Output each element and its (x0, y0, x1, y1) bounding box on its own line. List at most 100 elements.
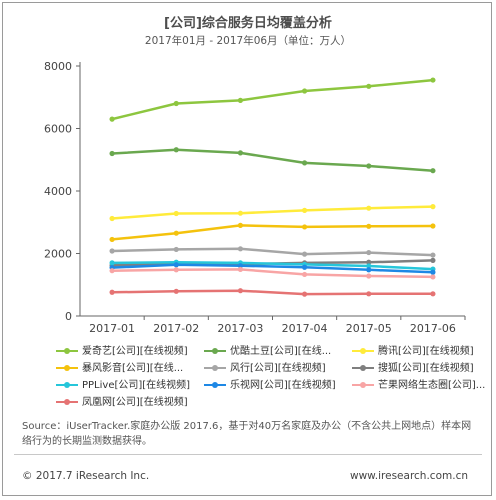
series-point (301, 88, 308, 94)
series-point (237, 246, 244, 252)
series-point (430, 252, 436, 258)
series-point (366, 273, 372, 279)
legend-label: 风行[公司][在线视频] (230, 363, 326, 374)
y-tick-label: 4000 (44, 185, 72, 198)
series-point (237, 97, 244, 103)
series-point (366, 249, 372, 256)
y-tick-label: 2000 (44, 248, 72, 261)
series-point (430, 291, 436, 297)
series-point (173, 147, 179, 153)
series-point (430, 274, 436, 280)
series-point (366, 223, 372, 229)
series-line (112, 289, 433, 296)
legend-item: 芒果网络生态圈[公司]... (352, 379, 485, 393)
legend-swatch (204, 346, 226, 356)
series-line (112, 261, 433, 271)
series-point (237, 288, 244, 294)
series-point (430, 257, 436, 263)
y-tick-label: 0 (65, 310, 72, 323)
x-tick-label: 2017-01 (89, 322, 135, 335)
series-point (430, 223, 436, 229)
series-point (237, 266, 244, 273)
series-point (237, 210, 244, 216)
x-tick-label: 2017-04 (282, 322, 328, 335)
legend-item: 乐视网[公司][在线视频] (204, 379, 336, 393)
series-point (109, 260, 115, 266)
legend-item: PPLive[公司][在线视频] (56, 379, 190, 393)
series-point (430, 168, 436, 174)
y-tick-label: 6000 (44, 123, 72, 136)
legend-swatch (204, 363, 226, 373)
series-point (173, 210, 179, 217)
series-point (301, 291, 308, 297)
series-point (173, 288, 179, 294)
series-point (301, 264, 308, 270)
legend-label: 优酷土豆[公司][在线... (230, 346, 332, 357)
legend-swatch (352, 380, 374, 390)
series-point (173, 230, 179, 236)
legend-label: 暴风影音[公司][在线... (82, 363, 184, 374)
legend-swatch (56, 380, 78, 390)
series-point (173, 100, 179, 107)
series-point (430, 77, 436, 83)
legend-item: 爱奇艺[公司][在线视频] (56, 345, 188, 359)
legend-item: 凤凰网[公司][在线视频] (56, 396, 188, 410)
legend-item: 暴风影音[公司][在线... (56, 362, 183, 376)
legend-label: 搜狐[公司][在线视频] (378, 363, 474, 374)
legend-label: PPLive[公司][在线视频] (82, 380, 191, 391)
legend-swatch (204, 380, 226, 390)
series-point (109, 248, 115, 254)
series-point (237, 263, 244, 269)
series-point (366, 267, 372, 273)
legend-swatch (56, 363, 78, 373)
chart-title: [公司]综合服务日均覆盖分析 (164, 16, 332, 31)
series-point (430, 269, 436, 275)
series-line (112, 247, 433, 257)
series-point (173, 246, 179, 253)
series-point (109, 150, 115, 157)
series-point (109, 268, 115, 274)
copyright-text: © 2017.7 iResearch Inc. (22, 470, 150, 482)
series-point (366, 259, 372, 265)
website-text: www.iresearch.com.cn (349, 470, 468, 482)
series-point (109, 289, 115, 295)
series-point (109, 116, 115, 122)
series-point (173, 262, 179, 268)
legend-swatch (56, 397, 78, 407)
legend-label: 爱奇艺[公司][在线视频] (82, 346, 188, 357)
legend-item: 优酷土豆[公司][在线... (204, 345, 331, 359)
legend-swatch (352, 363, 374, 373)
legend-item: 搜狐[公司][在线视频] (352, 362, 474, 376)
series-point (366, 291, 372, 297)
series-point (366, 163, 372, 169)
series-point (109, 215, 115, 222)
series-point (301, 251, 308, 257)
series-point (109, 236, 115, 243)
legend-label: 凤凰网[公司][在线视频] (82, 397, 188, 408)
series-line (111, 224, 433, 241)
legend-swatch (56, 346, 78, 356)
x-tick-label: 2017-02 (153, 322, 199, 335)
legend-swatch (352, 346, 374, 356)
chart-subtitle: 2017年01月 - 2017年06月（单位：万人） (144, 35, 352, 47)
series-line (112, 205, 433, 220)
legend-label: 乐视网[公司][在线视频] (230, 380, 336, 391)
series-line (111, 78, 434, 121)
series-point (430, 204, 436, 210)
legend-item: 风行[公司][在线视频] (204, 362, 326, 376)
series-line (112, 268, 433, 279)
series-point (301, 271, 308, 278)
series-point (301, 160, 308, 166)
series-line (112, 263, 433, 274)
x-tick-label: 2017-05 (346, 322, 392, 335)
y-tick-label: 8000 (44, 60, 72, 73)
x-tick-label: 2017-06 (410, 322, 456, 335)
source-note: Source：iUserTracker.家庭办公版 2017.6，基于对40万名… (22, 421, 472, 447)
footer-divider (14, 454, 482, 455)
series-point (366, 205, 372, 211)
series-point (366, 83, 372, 89)
series-line (112, 148, 433, 172)
x-tick-label: 2017-03 (217, 322, 263, 335)
legend-label: 腾讯[公司][在线视频] (378, 346, 474, 357)
